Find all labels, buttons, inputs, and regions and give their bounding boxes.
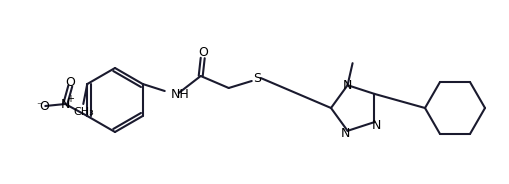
Text: N: N bbox=[341, 127, 350, 140]
Text: O: O bbox=[65, 75, 75, 89]
Text: N: N bbox=[61, 98, 70, 111]
Text: N: N bbox=[372, 119, 381, 132]
Text: N: N bbox=[343, 79, 352, 92]
Text: +: + bbox=[66, 94, 74, 104]
Text: CH₃: CH₃ bbox=[73, 107, 94, 117]
Text: ⁻: ⁻ bbox=[36, 101, 42, 111]
Text: S: S bbox=[252, 72, 261, 84]
Text: O: O bbox=[39, 100, 49, 112]
Text: NH: NH bbox=[171, 88, 189, 100]
Text: O: O bbox=[198, 47, 208, 59]
